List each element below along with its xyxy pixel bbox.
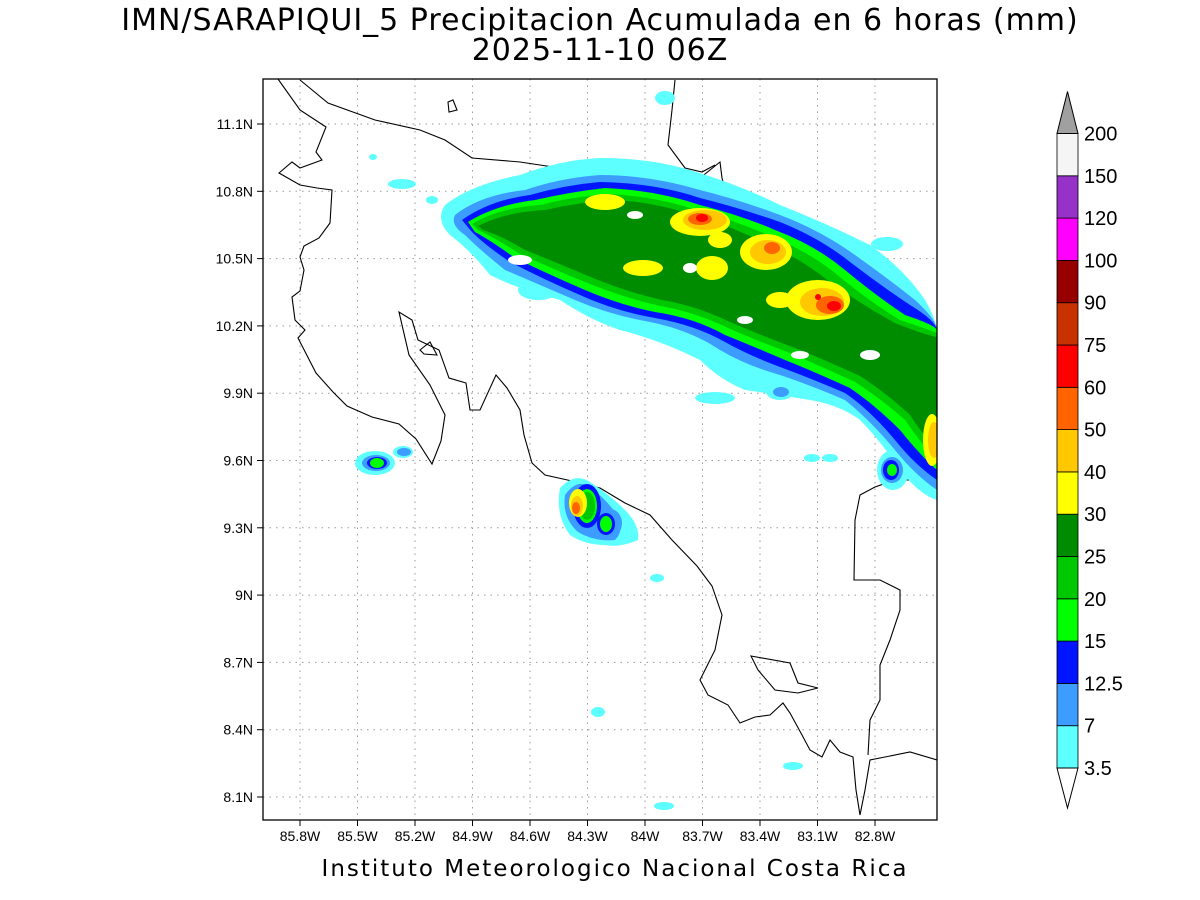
colorbar-label: 120: [1084, 208, 1117, 230]
colorbar-label: 25: [1084, 547, 1106, 569]
colorbar-segment: [1056, 725, 1079, 769]
colorbar-label: 40: [1084, 462, 1106, 484]
lon-tick-label: 85.8W: [280, 828, 321, 844]
lon-tick-label: 84.9W: [452, 828, 493, 844]
lon-tick-label: 83.4W: [740, 828, 781, 844]
map-date: 2025-11-10 06Z: [471, 33, 729, 68]
colorbar-label: 12.5: [1084, 673, 1123, 695]
colorbar-label: 50: [1084, 420, 1106, 442]
lat-tick-label: 9N: [235, 587, 253, 603]
colorbar-label: 100: [1084, 250, 1117, 272]
map-frame: [262, 78, 938, 821]
lat-tick-label: 10.8N: [216, 183, 253, 199]
colorbar: 3.5 7 12.5 15 20 25 30 40 50 60 75 90 100 120 150 200: [1056, 91, 1123, 810]
colorbar-segment: [1056, 344, 1079, 388]
colorbar-segment: [1056, 683, 1079, 727]
map-body: [277, 79, 937, 816]
colorbar-segment: [1056, 640, 1079, 684]
colorbar-label: 150: [1084, 166, 1117, 188]
colorbar-segment: [1056, 598, 1079, 642]
lon-tick-label: 84.3W: [567, 828, 608, 844]
colorbar-segment: [1056, 175, 1079, 219]
footer-credit: Instituto Meteorologico Nacional Costa R…: [321, 856, 909, 882]
colorbar-label: 7: [1084, 716, 1095, 738]
lat-tick-label: 9.3N: [223, 520, 253, 536]
lon-tick-label: 83.1W: [797, 828, 838, 844]
colorbar-segment: [1056, 133, 1079, 177]
map-title: IMN/SARAPIQUI_5 Precipitacion Acumulada …: [121, 3, 1079, 38]
colorbar-segment: [1056, 513, 1079, 557]
colorbar-low-arrow: [1056, 767, 1079, 810]
colorbar-label: 30: [1084, 504, 1106, 526]
colorbar-segment: [1056, 217, 1079, 261]
colorbar-label: 3.5: [1084, 758, 1112, 780]
lat-tick-label: 11.1N: [217, 116, 253, 132]
lat-tick-label: 9.6N: [223, 453, 253, 469]
colorbar-segment: [1056, 429, 1079, 473]
lon-tick-label: 82.8W: [855, 828, 896, 844]
colorbar-label: 90: [1084, 293, 1106, 315]
colorbar-segment: [1056, 556, 1079, 600]
lat-tick-label: 9.9N: [223, 385, 253, 401]
colorbar-label: 200: [1084, 124, 1117, 146]
colorbar-segment: [1056, 471, 1079, 515]
lat-tick-label: 10.2N: [216, 318, 253, 334]
precipitation-field: [355, 91, 937, 810]
lat-tick-label: 8.1N: [223, 789, 253, 805]
colorbar-segment: [1056, 386, 1079, 430]
colorbar-segment: [1056, 259, 1079, 304]
colorbar-segment: [1056, 302, 1079, 346]
colorbar-label: 20: [1084, 589, 1106, 611]
lon-tick-label: 83.7W: [682, 828, 723, 844]
lon-tick-label: 84.6W: [510, 828, 551, 844]
lon-tick-label: 85.2W: [395, 828, 436, 844]
colorbar-high-arrow: [1056, 91, 1079, 134]
lat-tick-label: 10.5N: [216, 251, 253, 267]
lat-tick-label: 8.7N: [223, 654, 253, 670]
lon-tick-label: 84W: [631, 828, 661, 844]
colorbar-label: 75: [1084, 335, 1106, 357]
lon-tick-label: 85.5W: [337, 828, 378, 844]
colorbar-label: 60: [1084, 377, 1106, 399]
axis-ticks: 85.8W 85.5W 85.2W 84.9W 84.6W 84.3W 84W 83.7W 83…: [216, 116, 896, 844]
colorbar-label: 15: [1084, 631, 1106, 653]
lat-tick-label: 8.4N: [223, 722, 253, 738]
